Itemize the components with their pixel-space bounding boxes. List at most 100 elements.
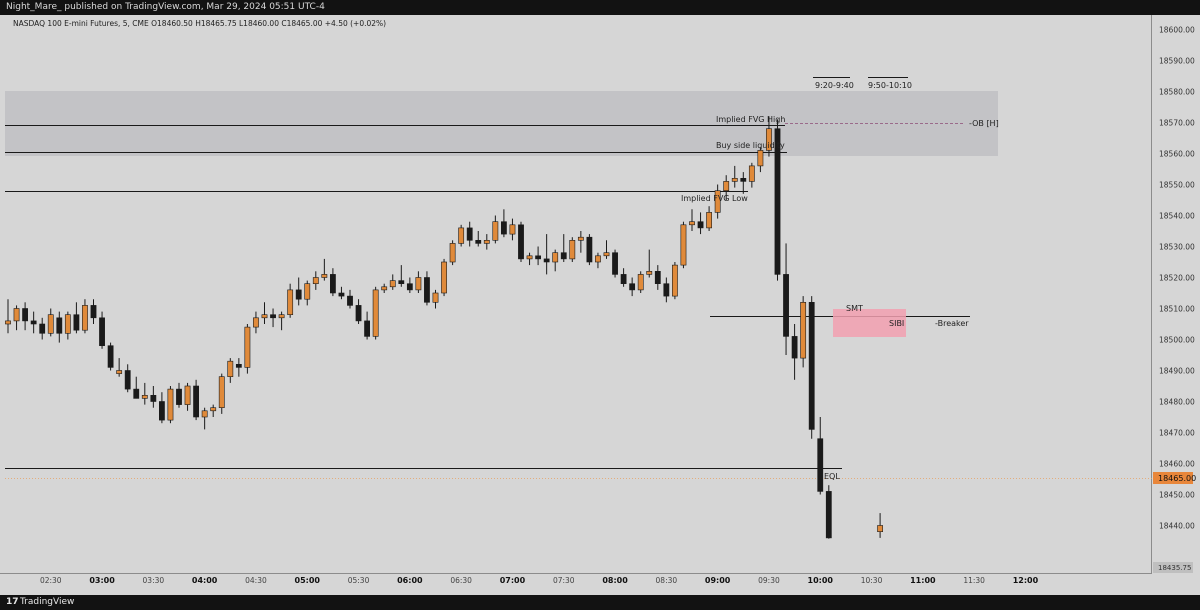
candle[interactable]	[338, 286, 345, 300]
candle[interactable]	[535, 246, 541, 266]
candle[interactable]	[5, 299, 11, 334]
candle[interactable]	[389, 274, 396, 290]
candle[interactable]	[774, 119, 781, 281]
candle[interactable]	[287, 283, 294, 318]
candle[interactable]	[509, 218, 516, 241]
candle[interactable]	[706, 206, 712, 231]
candle[interactable]	[133, 376, 140, 399]
price-axis-panel[interactable]	[1152, 15, 1200, 580]
candle[interactable]	[577, 231, 584, 253]
candle[interactable]	[73, 302, 80, 334]
candle[interactable]	[227, 358, 234, 383]
candle[interactable]	[475, 231, 482, 247]
candle[interactable]	[218, 373, 225, 414]
candle[interactable]	[612, 249, 618, 278]
candle[interactable]	[82, 299, 88, 334]
candle[interactable]	[270, 308, 276, 328]
candle[interactable]	[748, 162, 755, 188]
candle[interactable]	[176, 382, 182, 408]
candle[interactable]	[124, 364, 131, 393]
candle[interactable]	[808, 296, 815, 439]
candle[interactable]	[689, 209, 695, 231]
candle[interactable]	[244, 324, 251, 374]
candle[interactable]	[210, 404, 217, 417]
candle[interactable]	[141, 382, 148, 405]
candle[interactable]	[646, 249, 653, 278]
candle[interactable]	[731, 165, 738, 188]
candle[interactable]	[150, 386, 157, 408]
candle[interactable]	[569, 237, 576, 262]
bottom-price-tag[interactable]	[1153, 562, 1193, 573]
candle[interactable]	[654, 265, 661, 290]
candle[interactable]	[766, 116, 772, 157]
candle[interactable]	[47, 308, 54, 337]
candle[interactable]	[629, 277, 636, 297]
candle[interactable]	[723, 175, 730, 200]
candle[interactable]	[518, 221, 524, 262]
candle[interactable]	[620, 268, 627, 287]
candle[interactable]	[99, 311, 105, 349]
candle[interactable]	[458, 224, 465, 247]
candle[interactable]	[424, 271, 430, 306]
candle[interactable]	[201, 407, 208, 430]
candle[interactable]	[449, 240, 456, 266]
candle[interactable]	[372, 286, 379, 340]
candle[interactable]	[193, 379, 199, 421]
candle[interactable]	[697, 212, 704, 235]
chart-area[interactable]: 9:20-9:40 9:50-10:10 Implied FVG High -O…	[0, 15, 1200, 595]
candle[interactable]	[278, 311, 285, 331]
candle[interactable]	[304, 280, 311, 306]
candle[interactable]	[253, 311, 259, 334]
candle[interactable]	[783, 243, 789, 355]
candle[interactable]	[406, 277, 413, 294]
candle[interactable]	[817, 417, 824, 495]
candle[interactable]	[39, 317, 46, 340]
sibi-box[interactable]	[833, 309, 906, 337]
candle[interactable]	[603, 240, 610, 259]
candle[interactable]	[167, 386, 174, 424]
ob-zone[interactable]	[5, 91, 998, 156]
candle[interactable]	[107, 342, 114, 371]
candle[interactable]	[116, 358, 123, 377]
candle[interactable]	[825, 485, 832, 539]
candle[interactable]	[364, 311, 370, 340]
candle[interactable]	[543, 234, 550, 275]
candle[interactable]	[877, 513, 883, 538]
candle[interactable]	[184, 382, 191, 411]
candle[interactable]	[329, 268, 336, 297]
candle[interactable]	[595, 252, 601, 269]
candle[interactable]	[791, 324, 798, 380]
time-axis-panel[interactable]	[0, 573, 1152, 595]
candle[interactable]	[415, 271, 422, 293]
candle[interactable]	[235, 358, 242, 377]
candle[interactable]	[261, 302, 268, 324]
candle[interactable]	[637, 271, 644, 293]
candle[interactable]	[321, 258, 328, 281]
candle[interactable]	[347, 289, 353, 309]
candle[interactable]	[800, 296, 807, 368]
candle[interactable]	[671, 262, 678, 300]
candle[interactable]	[526, 252, 533, 266]
candle[interactable]	[312, 271, 319, 290]
candle[interactable]	[90, 299, 97, 324]
candle[interactable]	[757, 147, 764, 173]
candle[interactable]	[30, 311, 37, 334]
candle[interactable]	[740, 172, 747, 194]
candle[interactable]	[432, 289, 439, 309]
candle[interactable]	[663, 277, 670, 303]
candle[interactable]	[714, 184, 721, 219]
price-chart[interactable]: 9:20-9:40 9:50-10:10 Implied FVG High -O…	[0, 15, 1200, 595]
candle[interactable]	[483, 234, 490, 250]
candle[interactable]	[560, 234, 567, 262]
candle[interactable]	[398, 265, 405, 287]
candle[interactable]	[552, 249, 559, 272]
candle[interactable]	[680, 221, 687, 269]
candle[interactable]	[381, 283, 388, 293]
candle[interactable]	[586, 234, 593, 266]
candle[interactable]	[355, 299, 362, 324]
candle[interactable]	[13, 305, 20, 331]
candle[interactable]	[159, 392, 165, 424]
candle[interactable]	[56, 311, 63, 343]
candle[interactable]	[22, 302, 28, 331]
candle[interactable]	[500, 209, 507, 238]
